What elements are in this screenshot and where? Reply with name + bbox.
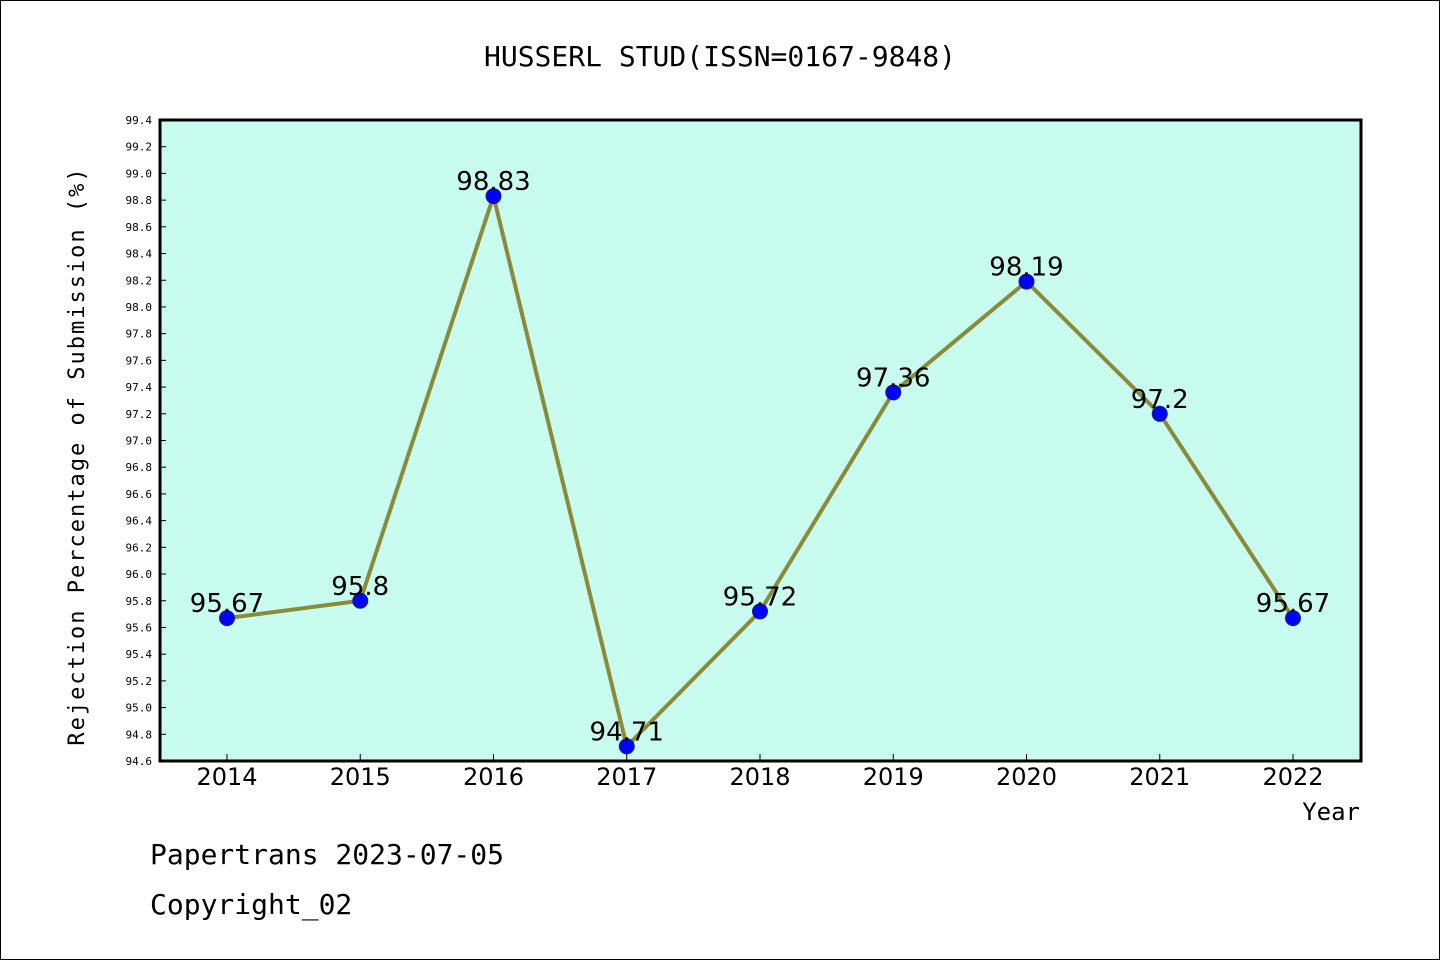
x-tick-label: 2014 [196,763,257,791]
x-tick-label: 2021 [1129,763,1190,791]
data-label: 95.67 [1256,589,1330,619]
y-tick-label: 97.2 [126,408,153,421]
data-point [1018,273,1035,290]
y-tick-label: 94.6 [126,755,153,768]
y-axis: 94.6 94.8 95.0 95.2 95.4 95.6 95.8 96.0 96.2 96.4… [126,114,166,768]
data-label: 94.71 [590,717,664,747]
x-tick-label: 2022 [1262,763,1323,791]
y-tick-label: 98.8 [126,194,153,207]
y-tick-label: 97.6 [126,354,153,367]
y-tick-label: 99.0 [126,167,153,180]
y-tick-label: 98.6 [126,221,153,234]
y-tick-label: 97.8 [126,328,153,341]
y-tick-label: 97.0 [126,435,153,448]
y-tick-label: 98.4 [126,248,153,261]
y-tick-label: 98.2 [126,274,153,287]
y-tick-label: 96.0 [126,568,153,581]
y-tick-label: 95.4 [126,648,153,661]
series-layer [219,188,1301,755]
y-tick-label: 98.0 [126,301,153,314]
data-label: 95.8 [331,572,389,602]
x-tick-label: 2019 [863,763,924,791]
y-tick-label: 95.8 [126,595,153,608]
data-label: 98.83 [456,167,530,197]
y-tick-label: 96.8 [126,461,153,474]
y-tick-label: 95.2 [126,675,153,688]
data-point [618,738,635,755]
data-point [1151,405,1168,422]
x-tick-label: 2020 [996,763,1057,791]
data-point [219,610,235,627]
data-point [1285,610,1301,627]
footer-copyright: Copyright_02 [150,888,352,922]
y-tick-label: 99.2 [126,141,153,154]
y-tick-label: 96.6 [126,488,153,501]
y-tick-label: 96.4 [126,515,153,528]
footer-date: Papertrans 2023-07-05 [150,838,504,871]
data-labels-layer: 95.67 95.8 98.83 94.71 95.72 97.36 98.19 97.2 95… [190,167,1330,747]
data-label: 97.36 [856,363,930,393]
data-point [885,384,902,401]
data-label: 95.72 [723,582,797,612]
y-tick-label: 95.6 [126,621,153,634]
y-tick-label: 94.8 [126,728,153,741]
y-tick-label: 95.0 [126,702,153,715]
plot-area [158,118,1363,763]
x-axis: 2014 2015 2016 2017 2018 2019 2020 2021 2022 [196,754,1324,791]
data-label: 95.67 [190,589,264,619]
x-axis-label: Year [1302,798,1360,826]
y-tick-label: 99.4 [126,114,153,127]
x-tick-label: 2016 [463,763,524,791]
x-tick-label: 2015 [330,763,391,791]
data-point [352,592,369,609]
chart-title: HUSSERL STUD(ISSN=0167-9848) [484,40,956,73]
data-point [752,603,768,620]
y-tick-label: 96.2 [126,541,153,554]
x-tick-label: 2018 [729,763,790,791]
x-tick-label: 2017 [596,763,657,791]
y-axis-label: Rejection Percentage of Submission (%) [65,166,90,745]
y-tick-label: 97.4 [126,381,153,394]
data-label: 97.2 [1131,385,1189,415]
data-label: 98.19 [989,253,1063,283]
data-point [485,188,502,205]
